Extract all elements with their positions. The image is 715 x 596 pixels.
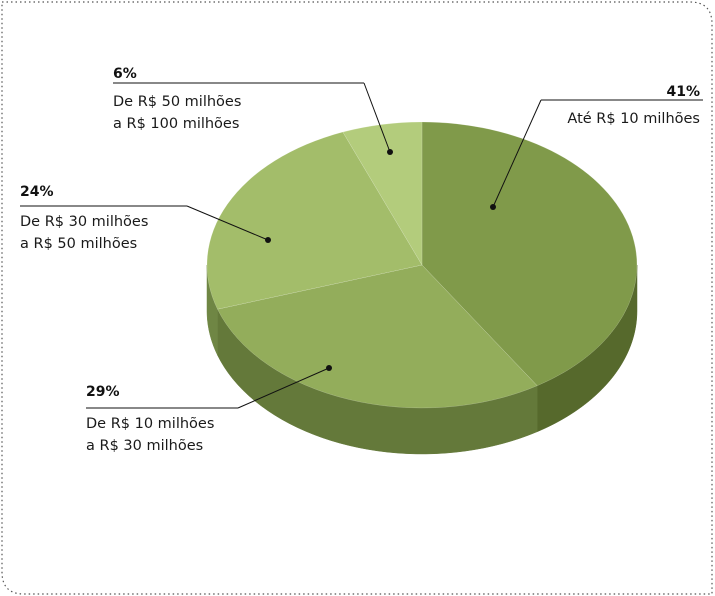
leader-dot <box>387 149 393 155</box>
slice-value-label: 6% <box>113 66 137 82</box>
slice-category-label: De R$ 50 milhões <box>113 94 241 110</box>
pie-slice-1 <box>421 121 638 386</box>
leader-dot <box>265 237 271 243</box>
leader-line <box>237 367 330 409</box>
pie-slice-2 <box>217 264 538 409</box>
leader-dot <box>490 204 496 210</box>
slice-label-3: 24% De R$ 30 milhões a R$ 50 milhões <box>20 184 271 252</box>
slice-label-2: 29% De R$ 10 milhões a R$ 30 milhões <box>86 365 332 454</box>
slice-value-label: 41% <box>666 84 700 100</box>
leader-line <box>492 99 542 208</box>
slice-label-1: 41% Até R$ 10 milhões <box>490 84 703 210</box>
slice-category-label: De R$ 10 milhões <box>86 416 214 432</box>
slice-label-4: 6% De R$ 50 milhões a R$ 100 milhões <box>113 66 393 155</box>
pie-slices <box>206 121 638 455</box>
pie-slice-4 <box>342 121 423 266</box>
slice-category-label-2: a R$ 30 milhões <box>86 438 203 454</box>
slice-value-label: 24% <box>20 184 54 200</box>
slice-category-label: De R$ 30 milhões <box>20 214 148 230</box>
leader-line <box>363 82 391 153</box>
slice-labels: 41% Até R$ 10 milhões 29% De R$ 10 milhões a… <box>20 66 703 454</box>
pie-slice-3 <box>206 131 423 310</box>
slice-category-label-2: a R$ 50 milhões <box>20 236 137 252</box>
slice-category-label: Até R$ 10 milhões <box>567 111 700 127</box>
slice-value-label: 29% <box>86 384 120 400</box>
leader-line <box>186 205 269 241</box>
slice-category-label-2: a R$ 100 milhões <box>113 116 239 132</box>
leader-dot <box>326 365 332 371</box>
